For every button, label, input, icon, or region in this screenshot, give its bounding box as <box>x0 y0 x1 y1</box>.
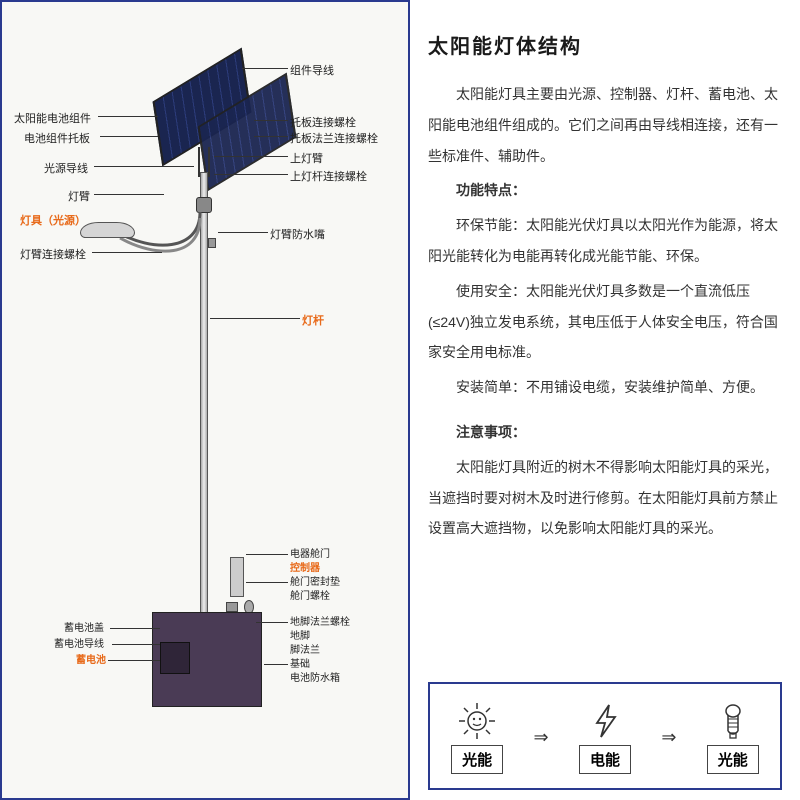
label-base-flange-bolt: 地脚法兰螺栓 <box>290 616 350 629</box>
label-arm: 灯臂 <box>68 188 90 204</box>
battery-hatch-icon <box>160 642 190 674</box>
page-title: 太阳能灯体结构 <box>428 30 782 59</box>
lamp-arm-icon <box>112 212 202 272</box>
feature-item: 环保节能：太阳能光伏灯具以太阳光作为能源，将太阳光能转化为电能再转化成光能节能、… <box>428 210 782 272</box>
sun-icon <box>457 701 497 741</box>
features-heading: 功能特点： <box>428 175 782 206</box>
label-upper-arm: 上灯臂 <box>290 150 323 166</box>
label-door-seal: 舱门密封垫 <box>290 576 340 589</box>
label-upper-arm-bolt: 上灯杆连接螺栓 <box>290 168 367 184</box>
flow-cell-solar: 光能 <box>451 701 503 774</box>
label-bracket-plate: 电池组件托板 <box>24 130 90 146</box>
label-light-wire: 光源导线 <box>44 160 88 176</box>
pole-joint-icon <box>196 197 212 213</box>
label-lamp-fixture: 灯具（光源） <box>20 212 86 228</box>
electrical-door-icon <box>230 557 244 597</box>
notes-heading: 注意事项： <box>428 417 782 448</box>
flow-cell-light: 光能 <box>707 701 759 774</box>
label-controller: 控制器 <box>290 562 320 575</box>
label-battery-cover: 蓄电池盖 <box>64 622 104 635</box>
label-battery: 蓄电池 <box>76 654 106 667</box>
arrow-icon: ⇒ <box>534 727 549 748</box>
label-battery-box-wp: 电池防水箱 <box>290 672 340 685</box>
feature-item: 使用安全：太阳能光伏灯具多数是一个直流低压(≤24V)独立发电系统，其电压低于人… <box>428 276 782 368</box>
flow-label: 光能 <box>451 745 503 774</box>
label-module-wire: 组件导线 <box>290 62 334 78</box>
label-arm-nozzle: 灯臂防水嘴 <box>270 226 325 242</box>
flow-label: 光能 <box>707 745 759 774</box>
flange-icon <box>226 602 238 612</box>
streetlight-diagram: 太阳能电池组件 电池组件托板 光源导线 灯臂 灯具（光源） 灯臂连接螺栓 组件导… <box>2 2 408 798</box>
water-nozzle-icon <box>208 238 216 248</box>
feature-item: 安装简单：不用铺设电缆，安装维护简单、方便。 <box>428 372 782 403</box>
intro-paragraph: 太阳能灯具主要由光源、控制器、灯杆、蓄电池、太阳能电池组件组成的。它们之间再由导… <box>428 79 782 171</box>
label-door-bolt: 舱门螺栓 <box>290 590 330 603</box>
label-battery-wire: 蓄电池导线 <box>54 638 104 651</box>
label-plate-bolt: 托板连接螺栓 <box>290 114 356 130</box>
bulb-icon <box>713 701 753 741</box>
notes-paragraph: 太阳能灯具附近的树木不得影响太阳能灯具的采光，当遮挡时要对树木及时进行修剪。在太… <box>428 452 782 544</box>
arrow-icon: ⇒ <box>661 727 676 748</box>
label-foundation: 基础 <box>290 658 310 671</box>
label-solar-module: 太阳能电池组件 <box>14 110 91 126</box>
energy-flow-box: 光能 ⇒ 电能 ⇒ 光能 <box>428 682 782 790</box>
description-body: 太阳能灯具主要由光源、控制器、灯杆、蓄电池、太阳能电池组件组成的。它们之间再由导… <box>428 79 782 548</box>
lamp-head-icon <box>80 222 135 238</box>
label-anchor: 地脚 <box>290 630 310 643</box>
diagram-panel: 太阳能电池组件 电池组件托板 光源导线 灯臂 灯具（光源） 灯臂连接螺栓 组件导… <box>0 0 410 800</box>
label-elec-door: 电器舱门 <box>290 548 330 561</box>
label-arm-bolt: 灯臂连接螺栓 <box>20 246 86 262</box>
label-pole: 灯杆 <box>302 312 324 328</box>
bolt-icon <box>585 701 625 741</box>
label-foot-flange: 脚法兰 <box>290 644 320 657</box>
flow-cell-electric: 电能 <box>579 701 631 774</box>
flow-label: 电能 <box>579 745 631 774</box>
description-panel: 太阳能灯体结构 太阳能灯具主要由光源、控制器、灯杆、蓄电池、太阳能电池组件组成的… <box>410 0 800 800</box>
label-plate-flange-bolt: 托板法兰连接螺栓 <box>290 130 378 146</box>
